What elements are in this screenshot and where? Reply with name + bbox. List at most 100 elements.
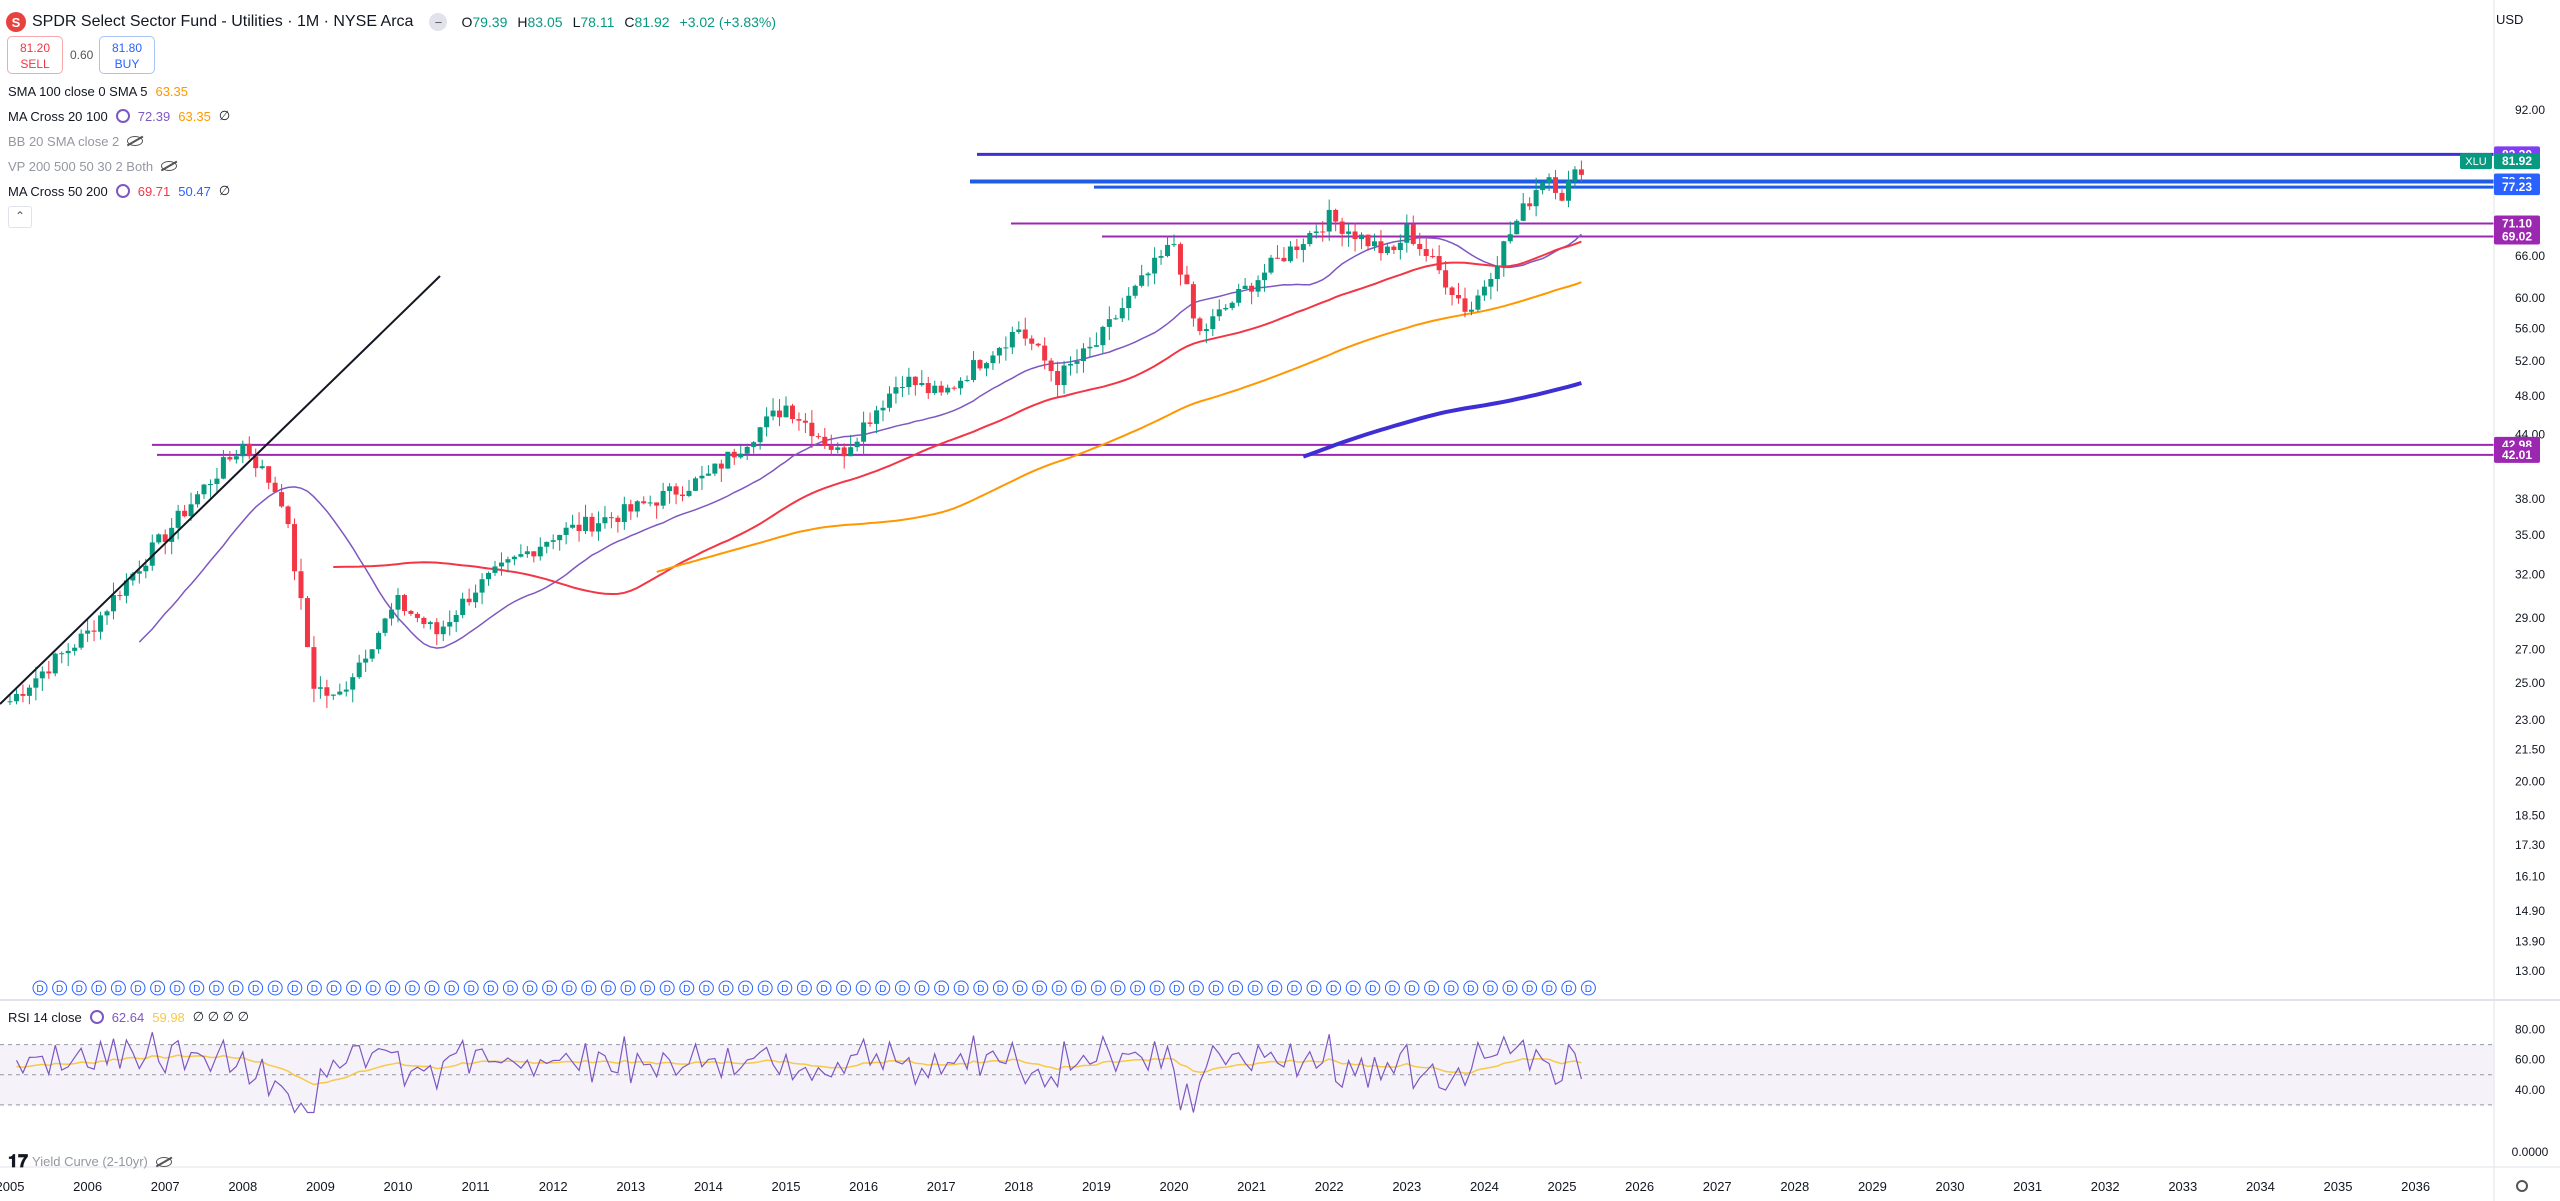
candle-body: [1436, 256, 1442, 271]
dividend-label: D: [193, 984, 200, 995]
candle-body: [757, 427, 763, 443]
dividend-label: D: [36, 984, 43, 995]
buy-price: 81.80: [111, 41, 143, 55]
buy-button[interactable]: 81.80 BUY: [99, 36, 155, 74]
indicator-row[interactable]: VP 200 500 50 30 2 Both: [8, 156, 185, 176]
candle-body: [1540, 182, 1546, 191]
chart-header: S SPDR Select Sector Fund - Utilities · …: [0, 8, 776, 36]
dividend-marker: [130, 980, 146, 996]
moving-average-line: [656, 281, 1582, 573]
rsi-name[interactable]: RSI 14 close: [8, 1009, 82, 1025]
yield-curve-legend: 𝟏𝟕 Yield Curve (2-10yr): [8, 1151, 180, 1172]
dividend-marker: [110, 980, 126, 996]
candle-body: [874, 410, 880, 424]
candle-body: [1262, 272, 1268, 281]
collapse-icon[interactable]: −: [429, 13, 448, 31]
candle-body: [647, 502, 653, 504]
currency-label[interactable]: USD: [2496, 12, 2524, 27]
candle-body: [136, 571, 142, 574]
ohlc-high: H83.05: [517, 14, 563, 30]
symbol-logo: S: [6, 12, 26, 32]
eye-off-icon[interactable]: [161, 161, 178, 171]
time-tick-label: 2035: [2324, 1179, 2353, 1194]
eye-off-icon[interactable]: [127, 136, 144, 146]
dividend-label: D: [1173, 984, 1180, 995]
candle-body: [570, 524, 576, 528]
indicator-row[interactable]: BB 20 SMA close 2: [8, 131, 151, 151]
candle-body: [1074, 361, 1080, 364]
candle-body: [72, 647, 78, 651]
eye-off-icon[interactable]: [155, 1156, 172, 1167]
candle-body: [1307, 232, 1313, 245]
dividend-label: D: [1310, 984, 1317, 995]
dividend-marker: [698, 980, 714, 996]
candle-body: [977, 360, 983, 369]
dividend-label: D: [722, 984, 729, 995]
dividend-marker: [757, 980, 773, 996]
yield-curve-name[interactable]: Yield Curve (2-10yr): [32, 1154, 148, 1169]
candle-body: [880, 407, 886, 411]
candle-body: [1449, 287, 1455, 296]
time-tick-label: 2009: [306, 1179, 335, 1194]
price-tick-label: 21.50: [2515, 742, 2545, 756]
ohlc-low: L78.11: [572, 14, 615, 30]
price-tick-label: 14.90: [2515, 904, 2545, 918]
candle-body: [1184, 274, 1190, 285]
settings-icon[interactable]: [115, 184, 130, 198]
candle-body: [479, 579, 485, 593]
indicator-row[interactable]: MA Cross 20 100 72.39 63.35 ∅: [8, 106, 238, 126]
candle-body: [337, 691, 343, 695]
dividend-marker: [1169, 980, 1185, 996]
time-tick-label: 2033: [2168, 1179, 2197, 1194]
candle-body: [389, 609, 395, 619]
dividend-label: D: [76, 984, 83, 995]
sell-button[interactable]: 81.20 SELL: [7, 36, 63, 74]
candle-body: [350, 677, 356, 690]
dividend-label: D: [762, 984, 769, 995]
dividend-label: D: [350, 984, 357, 995]
dividend-label: D: [781, 984, 788, 995]
dividend-marker: [1365, 980, 1381, 996]
candle-body: [1223, 307, 1229, 310]
rsi-legend: RSI 14 close 62.64 59.98 ∅ ∅ ∅ ∅: [8, 1009, 257, 1025]
settings-icon[interactable]: [115, 109, 130, 123]
price-tick-label: 38.00: [2515, 492, 2545, 506]
ohlc-open: O79.39: [461, 14, 508, 30]
candle-body: [777, 410, 783, 418]
candle-body: [13, 693, 19, 702]
dividend-marker: [150, 980, 166, 996]
settings-icon[interactable]: [89, 1010, 104, 1024]
price-tick-label: 13.90: [2515, 934, 2545, 948]
legend-collapse-button[interactable]: ⌃: [8, 206, 32, 228]
dividend-marker: [306, 980, 322, 996]
time-tick-label: 2013: [616, 1179, 645, 1194]
dividend-label: D: [1467, 984, 1474, 995]
candle-body: [421, 617, 427, 625]
candle-body: [1346, 231, 1352, 234]
indicator-row[interactable]: MA Cross 50 200 69.71 50.47 ∅: [8, 181, 238, 201]
dividend-marker: [777, 980, 793, 996]
gear-icon[interactable]: [2516, 1180, 2528, 1192]
time-tick-label: 2032: [2091, 1179, 2120, 1194]
candle-body: [964, 379, 970, 381]
candle-body: [369, 649, 375, 659]
indicator-row[interactable]: SMA 100 close 0 SMA 5 63.35: [8, 81, 196, 101]
price-tick-label: 56.00: [2515, 321, 2545, 335]
dividend-label: D: [1271, 984, 1278, 995]
symbol-title[interactable]: SPDR Select Sector Fund - Utilities · 1M…: [32, 13, 414, 30]
spread-value: 0.60: [70, 48, 94, 62]
price-badge-label: 42.01: [2502, 448, 2532, 462]
dividend-marker: [522, 980, 538, 996]
candle-body: [453, 615, 459, 623]
dividend-label: D: [174, 984, 181, 995]
candle-body: [1333, 209, 1339, 222]
dividend-label: D: [1193, 984, 1200, 995]
candle-body: [550, 540, 556, 542]
candle-body: [7, 701, 13, 703]
time-tick-label: 2029: [1858, 1179, 1887, 1194]
candle-body: [751, 442, 757, 447]
candle-body: [117, 595, 123, 597]
candle-body: [343, 689, 349, 692]
price-tick-label: 48.00: [2515, 389, 2545, 403]
